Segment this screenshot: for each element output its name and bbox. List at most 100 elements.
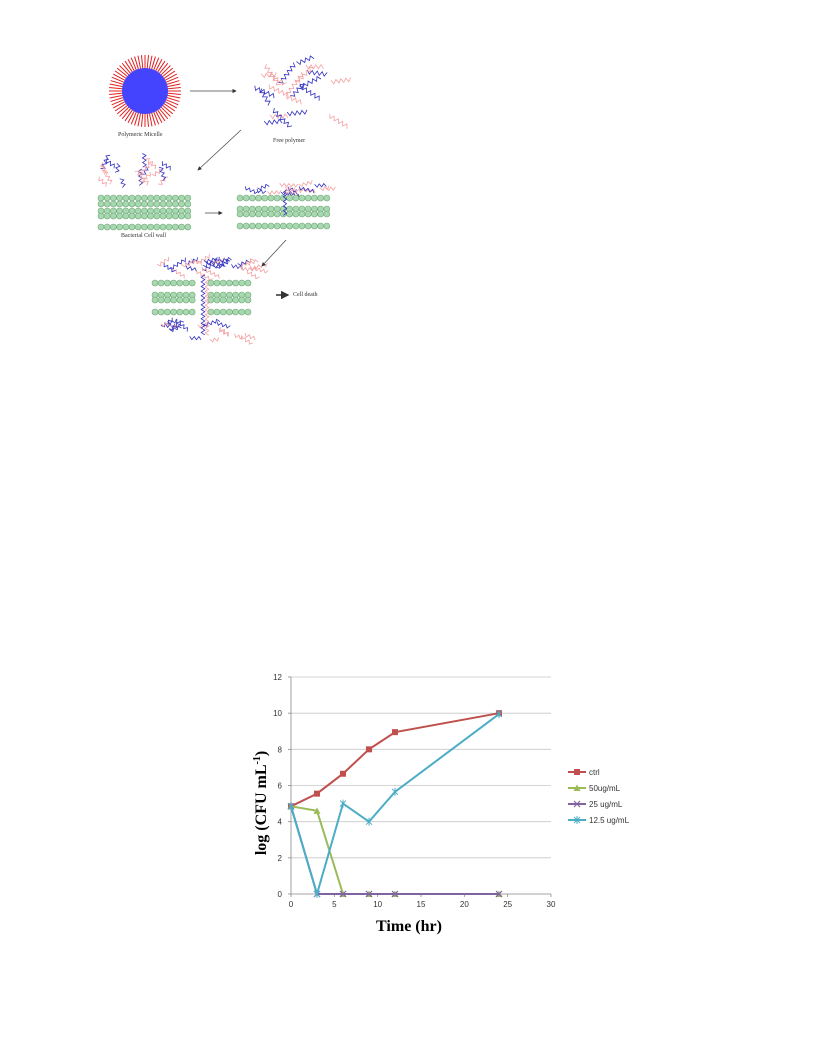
hydrophobic-chain (167, 319, 177, 325)
lipid-head (159, 223, 167, 231)
x-tick-label: 0 (289, 900, 294, 909)
micelle-chain (116, 104, 129, 115)
lipid-head (172, 194, 179, 202)
lipid-head (170, 308, 177, 316)
hydrophilic-chain (319, 185, 330, 192)
micelle-chain (156, 60, 166, 73)
lipid-head (226, 296, 233, 304)
hydrophobic-chain (202, 256, 220, 268)
hydrophobic-chain (169, 257, 186, 270)
lipid-head (232, 279, 239, 287)
lipid-head (323, 222, 331, 230)
lipid-head (298, 194, 306, 202)
lipid-head (110, 212, 117, 220)
legend-item-50ug-ml: 50ug/mL (568, 784, 621, 793)
hydrophilic-chain (234, 333, 244, 340)
lipid-head (159, 194, 167, 202)
chart-gridlines (291, 676, 551, 859)
hydrophilic-chain (267, 190, 282, 196)
lipid-head (110, 194, 117, 202)
micelle-chain (111, 98, 125, 106)
hydrophilic-chain (209, 337, 220, 343)
y-axis-title-superscript: -1 (252, 756, 263, 764)
micelle-chain (150, 56, 156, 71)
lipid-head (242, 210, 250, 218)
lipid-head (165, 194, 173, 202)
y-tick-label: 10 (273, 709, 282, 718)
pore-polymer-chain (204, 279, 210, 336)
micelle-chain (110, 80, 125, 86)
hydrophobic-chain (286, 109, 308, 117)
y-axis-title-close: ) (253, 751, 270, 756)
micelle-chain (146, 112, 150, 127)
hydrophobic-chain (256, 188, 267, 195)
series-line-50ug-ml (290, 805, 499, 895)
lipid-head (236, 210, 244, 218)
lipid-head (128, 194, 136, 202)
lipid-head (182, 308, 190, 316)
hydrophobic-chain (215, 259, 229, 269)
lipid-head (188, 308, 196, 316)
lipid-head (261, 194, 269, 202)
hydrophilic-chain (260, 72, 277, 79)
lipid-head (255, 210, 262, 218)
hydrophilic-chain (329, 113, 348, 129)
hydrophobic-chain (203, 318, 221, 327)
hydrophilic-chain (284, 189, 300, 198)
lipid-head (141, 200, 148, 208)
lipid-head (286, 222, 293, 230)
lipid-head (213, 279, 221, 287)
micelle-chain (166, 94, 181, 99)
lipid-head (157, 296, 165, 304)
lipid-head (311, 194, 318, 202)
micelle-chain (161, 104, 174, 115)
data-point-12-5-ug-ml (339, 799, 347, 808)
lipid-head (172, 212, 179, 220)
hydrophobic-chain (231, 264, 243, 270)
lipid-head (249, 210, 256, 218)
lipid-head (164, 279, 171, 287)
lipid-head (267, 194, 275, 202)
lipid-head (255, 194, 262, 202)
lipid-head (151, 279, 159, 287)
series-line-12-5-ug-ml (290, 713, 500, 898)
hydrophilic-chain (238, 258, 255, 269)
micelle-chain (119, 106, 130, 117)
hydrophobic-chain (278, 62, 296, 84)
hydrophobic-chain (259, 88, 271, 106)
micelle-chain (127, 59, 136, 72)
lipid-head (153, 194, 161, 202)
lipid-head (219, 296, 227, 304)
lipid-head (238, 308, 246, 316)
hydrophobic-chain (257, 183, 270, 191)
hydrophilic-chain (273, 74, 287, 86)
series-line-25-ug-ml (290, 806, 499, 895)
lipid-head (170, 296, 177, 304)
micelle-chain (152, 111, 160, 125)
x-tick-label: 15 (417, 900, 426, 909)
micelle-chain (119, 65, 130, 76)
lipid-head (159, 200, 167, 208)
y-tick-label: 0 (278, 890, 283, 899)
lipid-head (128, 212, 136, 220)
hydrophilic-chain (98, 176, 107, 187)
lipid-head (219, 308, 227, 316)
micelle-chain (163, 70, 176, 80)
lipid-head (141, 212, 148, 220)
y-tick-label: 12 (273, 673, 282, 682)
hydrophilic-chain (196, 269, 213, 281)
hydrophilic-chain (286, 72, 304, 94)
chart-series (287, 710, 503, 898)
y-tick-label: 6 (278, 782, 283, 791)
hydrophilic-chain (325, 186, 336, 192)
legend-marker (573, 784, 581, 791)
micelle-chain (160, 106, 171, 117)
lipid-head (188, 279, 196, 287)
lipid-head (116, 194, 123, 202)
legend-label: 25 ug/mL (589, 800, 623, 809)
chart-legend: ctrl 50ug/mL 25 ug/mL 12.5 ug/mL (568, 768, 630, 825)
lipid-head (304, 222, 312, 230)
hydrophilic-chain (246, 259, 259, 266)
data-point-25-ug-ml (391, 890, 399, 898)
hydrophilic-chain (253, 262, 268, 270)
